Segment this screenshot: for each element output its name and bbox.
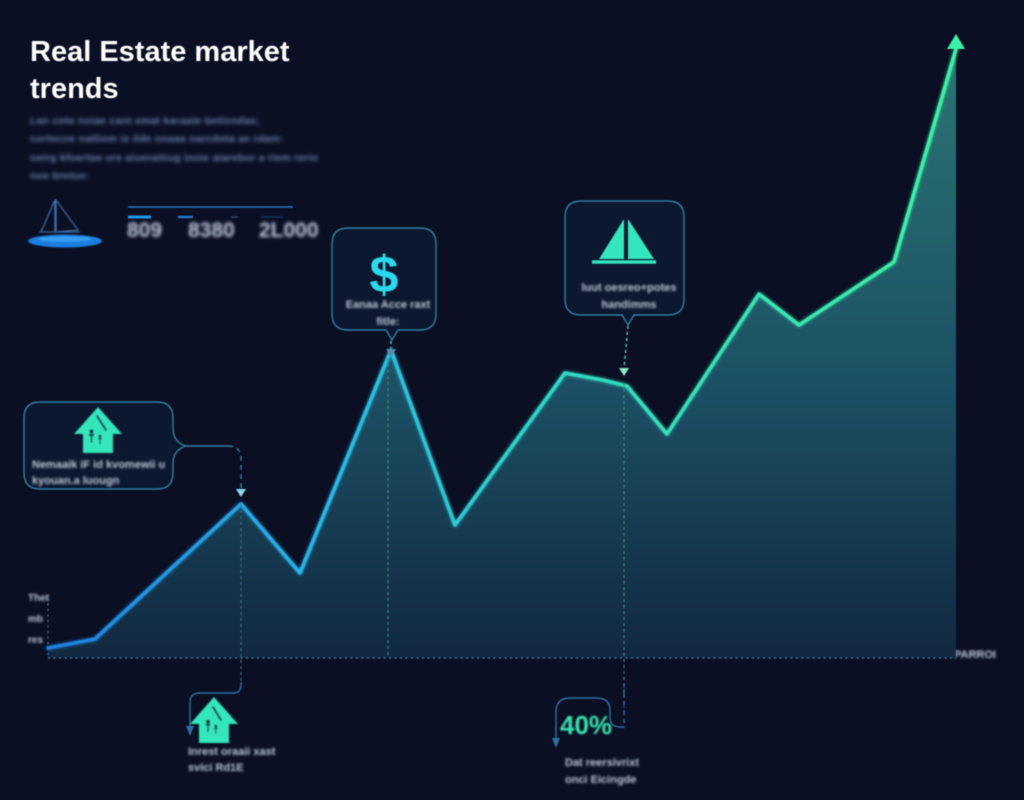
svg-text:$: $	[370, 246, 399, 304]
